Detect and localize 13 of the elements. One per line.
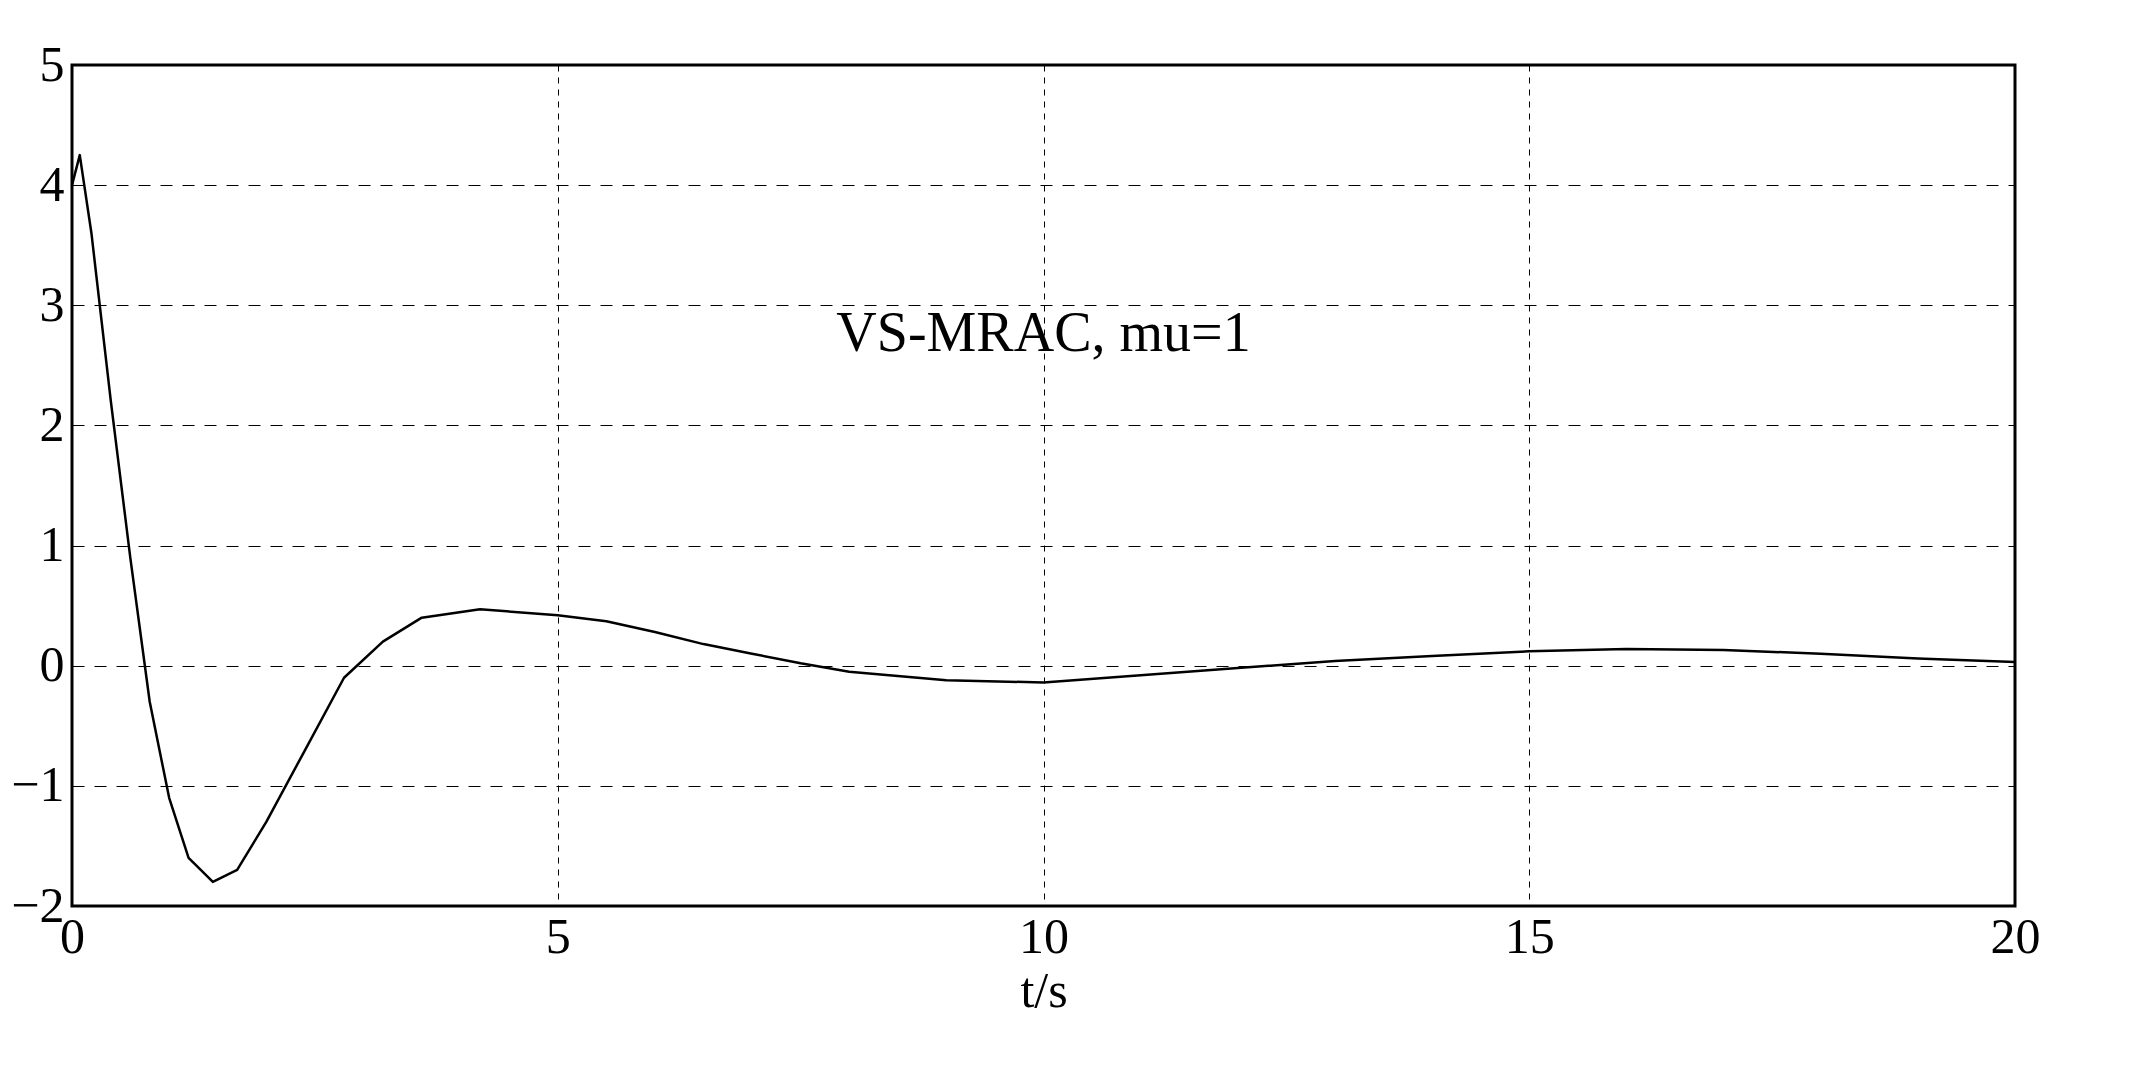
y-tick-label: 2 xyxy=(39,395,65,452)
annotation: VS-MRAC, mu=1 xyxy=(836,301,1251,364)
y-tick-label: 3 xyxy=(39,275,65,332)
y-tick-label: −1 xyxy=(11,756,65,813)
x-tick-label: 5 xyxy=(545,907,571,964)
x-tick-label: 10 xyxy=(1019,907,1069,964)
y-tick-label: 1 xyxy=(39,516,65,573)
x-tick-label: 15 xyxy=(1504,907,1555,964)
x-axis-title: t/s xyxy=(1020,961,1068,1018)
x-tick-label: 20 xyxy=(1990,907,2041,964)
y-tick-label: 5 xyxy=(39,35,65,92)
y-tick-label: 4 xyxy=(39,155,65,212)
y-tick-label: 0 xyxy=(39,636,65,693)
